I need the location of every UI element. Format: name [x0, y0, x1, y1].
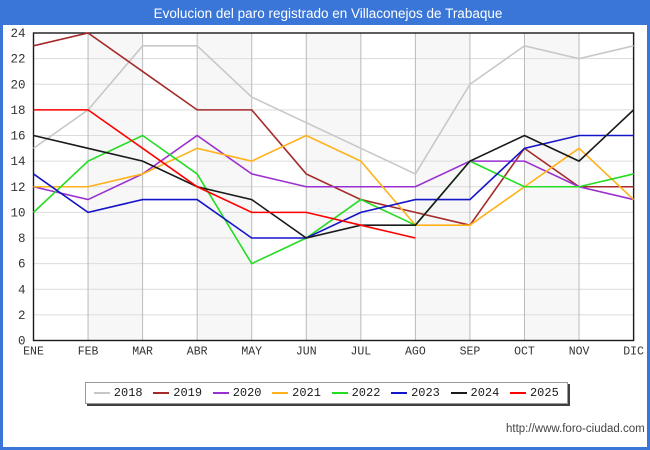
svg-text:20: 20	[10, 78, 25, 92]
svg-text:12: 12	[10, 181, 25, 195]
svg-text:4: 4	[18, 283, 26, 297]
svg-text:14: 14	[10, 155, 25, 169]
svg-text:6: 6	[18, 258, 26, 272]
svg-text:ENE: ENE	[23, 346, 44, 359]
svg-text:10: 10	[10, 206, 25, 220]
svg-text:DIC: DIC	[623, 346, 644, 359]
svg-text:2: 2	[18, 309, 26, 323]
svg-text:FEB: FEB	[78, 346, 99, 359]
svg-text:SEP: SEP	[460, 346, 481, 359]
svg-text:MAR: MAR	[132, 346, 153, 359]
svg-text:OCT: OCT	[514, 346, 535, 359]
svg-text:JUL: JUL	[350, 346, 371, 359]
svg-text:NOV: NOV	[569, 346, 590, 359]
svg-text:16: 16	[10, 130, 25, 144]
svg-text:MAY: MAY	[241, 346, 262, 359]
svg-text:22: 22	[10, 53, 25, 67]
svg-text:AGO: AGO	[405, 346, 426, 359]
svg-text:ABR: ABR	[187, 346, 208, 359]
svg-text:18: 18	[10, 104, 25, 118]
svg-text:JUN: JUN	[296, 346, 317, 359]
svg-text:8: 8	[18, 232, 26, 246]
svg-text:24: 24	[10, 27, 25, 41]
